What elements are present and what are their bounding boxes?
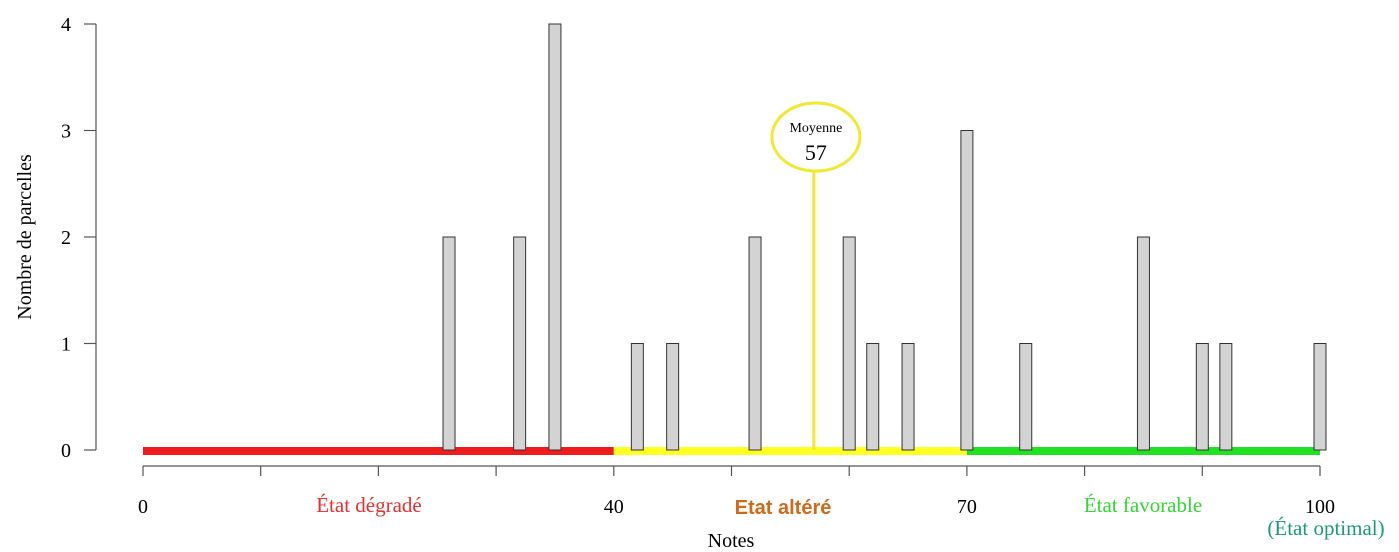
y-ticks: 0 1 2 3 4 [61, 14, 96, 462]
mean-value: 57 [805, 140, 827, 165]
bar [1195, 343, 1209, 451]
x-tick-label: 40 [604, 496, 624, 518]
optimal-state-label: (État optimal) [1267, 516, 1384, 540]
bar [1136, 236, 1150, 451]
bar [442, 236, 456, 451]
y-tick-label: 1 [61, 334, 71, 356]
bar [513, 236, 527, 451]
bar [866, 343, 880, 451]
bar [1219, 343, 1233, 451]
x-tick-labels: 0 40 70 100 [138, 496, 1335, 518]
y-axis: 0 1 2 3 4 Nombre de parcelles [14, 14, 97, 462]
y-tick-label: 2 [61, 227, 71, 249]
y-tick-label: 3 [61, 121, 71, 143]
bar [666, 343, 680, 451]
x-tick-label: 0 [138, 496, 148, 518]
mean-marker: Moyenne 57 [770, 101, 862, 450]
x-tick-label: 100 [1305, 496, 1335, 518]
mean-label: Moyenne [789, 121, 842, 136]
zone-label: État dégradé [316, 493, 422, 517]
y-tick-label: 0 [61, 440, 71, 462]
state-zone-labels: État dégradé Etat altéré État favorable [316, 493, 1202, 519]
bar [901, 343, 915, 451]
x-ticks [142, 466, 1321, 476]
bar [1313, 343, 1327, 451]
bar [548, 23, 562, 451]
y-axis-title: Nombre de parcelles [14, 154, 36, 320]
bars [442, 23, 1327, 451]
x-tick-label: 70 [957, 496, 977, 518]
bar [842, 236, 856, 451]
zone-label: État favorable [1084, 493, 1202, 517]
bar [1019, 343, 1033, 451]
bar [630, 343, 644, 451]
y-tick-label: 4 [61, 14, 71, 36]
x-axis-title: Notes [708, 530, 755, 552]
x-axis: 0 40 70 100 Notes [138, 465, 1335, 552]
bar [960, 130, 974, 451]
bar [748, 236, 762, 451]
mean-bubble [770, 101, 862, 173]
zone-label: Etat altéré [735, 497, 832, 519]
